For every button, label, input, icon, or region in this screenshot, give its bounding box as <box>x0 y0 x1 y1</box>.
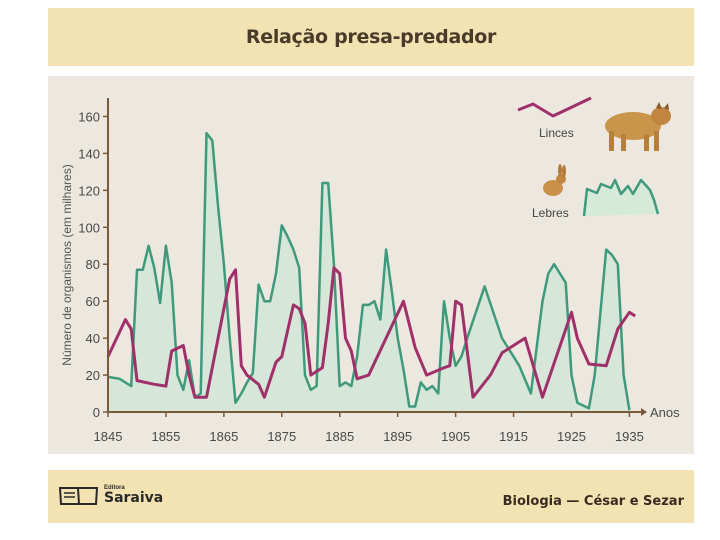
x-tick-label: 1895 <box>383 429 412 444</box>
publisher-logo: Editora Saraiva <box>58 484 163 506</box>
x-tick-label: 1885 <box>325 429 354 444</box>
y-tick-label: 120 <box>78 183 100 198</box>
publisher-label: Editora <box>104 485 125 491</box>
header-band <box>48 8 694 66</box>
x-tick-label: 1905 <box>441 429 470 444</box>
lynx-series-line <box>106 266 637 399</box>
legend-hare-line <box>582 178 660 217</box>
x-tick-label: 1845 <box>94 429 123 444</box>
book-credit: Biologia — César e Sezar <box>502 494 684 509</box>
x-tick-label: 1875 <box>267 429 296 444</box>
publisher-name: Saraiva <box>104 490 164 506</box>
x-tick-label: 1865 <box>209 429 238 444</box>
page-title: Relação presa-predador <box>245 26 497 48</box>
chart: 0 20 40 60 80 100 120 140 160 1845 1855 1865 1875 188… <box>60 96 680 444</box>
hare-icon <box>543 164 566 196</box>
x-tick-label: 1855 <box>151 429 180 444</box>
legend-lynx-label: Linces <box>539 126 574 140</box>
y-axis-title: Número de organismos (em milhares) <box>60 164 74 365</box>
y-tick-label: 140 <box>78 146 100 161</box>
x-axis-title: Anos <box>650 405 680 420</box>
legend-lynx: Linces <box>517 96 671 151</box>
x-tick-label: 1925 <box>557 429 586 444</box>
legend-hare: Lebres <box>532 164 660 220</box>
lynx-icon <box>605 102 671 151</box>
y-tick-label: 80 <box>86 257 100 272</box>
legend-lynx-line <box>517 96 592 118</box>
y-tick-label: 60 <box>86 294 100 309</box>
footer-band <box>48 470 694 523</box>
book-icon <box>58 487 99 505</box>
y-tick-label: 100 <box>78 220 100 235</box>
x-tick-label: 1915 <box>499 429 528 444</box>
legend-hare-label: Lebres <box>532 206 569 220</box>
x-tick-label: 1935 <box>615 429 644 444</box>
y-tick-label: 20 <box>86 368 100 383</box>
y-tick-label: 40 <box>86 331 100 346</box>
y-tick-label: 0 <box>93 405 100 420</box>
y-tick-label: 160 <box>78 109 100 124</box>
x-axis-arrow <box>641 408 647 416</box>
hare-area <box>108 133 630 412</box>
